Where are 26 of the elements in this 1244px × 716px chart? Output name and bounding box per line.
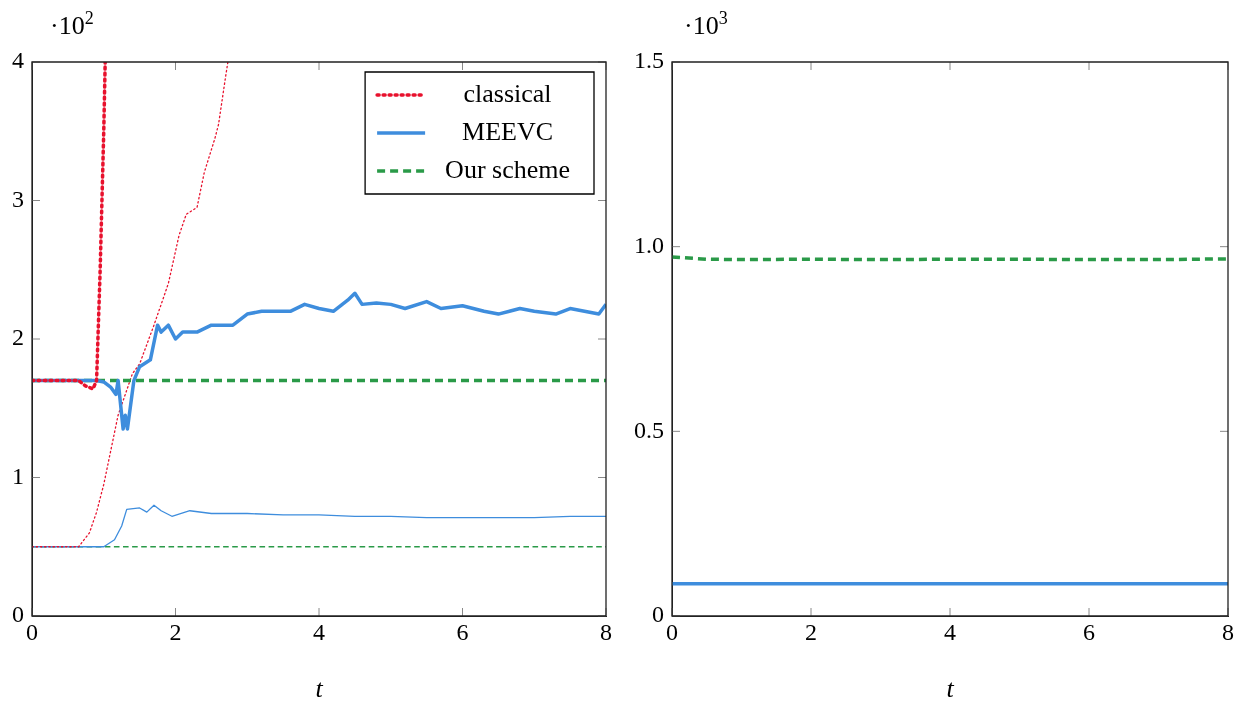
y-tick-label: 3 — [12, 185, 24, 212]
x-tick-label: 2 — [805, 618, 817, 645]
line-series — [32, 62, 229, 548]
y-tick-label: 0 — [12, 601, 24, 628]
legend-label: MEEVC — [462, 116, 554, 146]
x-tick-label: 6 — [1083, 618, 1095, 645]
y-tick-label: 1.0 — [634, 231, 664, 258]
x-tick-label: 6 — [456, 618, 469, 645]
x-tick-label: 8 — [600, 618, 612, 645]
text: ·10$^{3}$ — [684, 8, 728, 41]
legend-label: Our scheme — [445, 154, 570, 184]
x-tick-label: 8 — [1222, 618, 1234, 645]
x-tick-label: 4 — [313, 618, 325, 645]
x-tick-label: 4 — [944, 618, 956, 645]
x-axis-title: t — [946, 674, 955, 704]
line-series — [32, 62, 107, 391]
y-tick-label: 4 — [12, 47, 24, 74]
y-tick-label: 1.5 — [634, 47, 664, 74]
y-tick-label: 0.5 — [634, 416, 664, 443]
y-tick-label: 0 — [652, 601, 664, 628]
x-axis-title: t — [315, 674, 324, 704]
y-tick-label: 2 — [12, 324, 24, 351]
x-tick-label: 2 — [169, 618, 182, 645]
legend-label: classical — [463, 78, 552, 108]
y-tick-label: 1 — [12, 462, 24, 489]
text: ·10$^{2}$ — [50, 8, 94, 41]
